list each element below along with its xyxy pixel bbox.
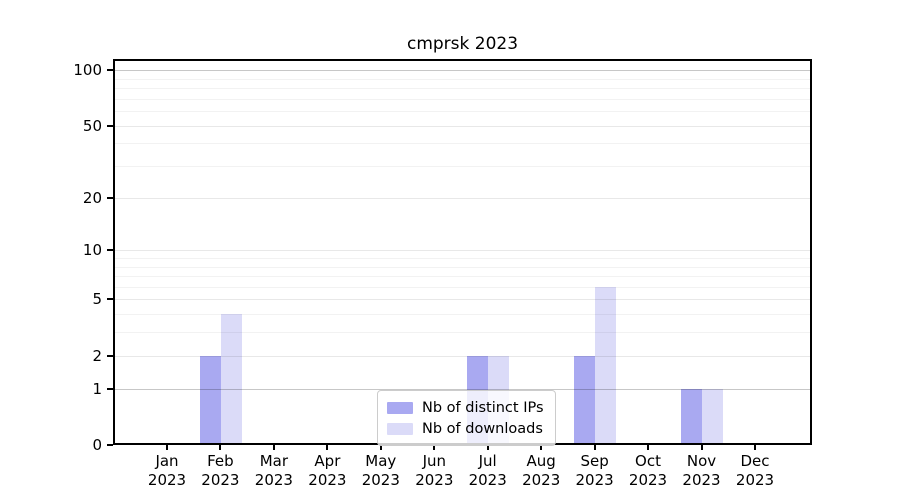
x-tick-mark-jan bbox=[166, 445, 168, 450]
x-tick-label-sep: Sep 2023 bbox=[567, 452, 623, 490]
gridline-y-20 bbox=[113, 197, 812, 199]
x-tick-month-dec: Dec bbox=[740, 452, 770, 470]
x-tick-year-feb: 2023 bbox=[201, 471, 240, 489]
minor-gridline-y-9 bbox=[113, 257, 812, 259]
x-tick-label-jul: Jul 2023 bbox=[460, 452, 516, 490]
x-tick-mark-oct bbox=[647, 445, 649, 450]
minor-gridline-y-7 bbox=[113, 276, 812, 277]
minor-gridline-y-90 bbox=[113, 78, 812, 80]
x-tick-label-jan: Jan 2023 bbox=[139, 452, 195, 490]
x-tick-year-may: 2023 bbox=[361, 471, 400, 489]
y-tick-mark-2 bbox=[107, 354, 113, 357]
y-tick-mark-0 bbox=[107, 444, 113, 446]
x-tick-label-oct: Oct 2023 bbox=[620, 452, 676, 490]
x-tick-year-jul: 2023 bbox=[468, 471, 507, 489]
y-tick-label-0: 0 bbox=[92, 436, 102, 454]
minor-gridline-y-8 bbox=[113, 266, 812, 268]
legend-swatch-downloads bbox=[387, 422, 413, 435]
x-tick-month-oct: Oct bbox=[635, 452, 661, 470]
gridline-y-50 bbox=[113, 125, 812, 127]
y-tick-mark-5 bbox=[107, 298, 113, 301]
y-tick-mark-10 bbox=[107, 249, 113, 252]
legend-item-downloads: Nb of downloads bbox=[387, 418, 544, 439]
x-tick-year-jan: 2023 bbox=[147, 471, 187, 489]
y-tick-mark-100 bbox=[107, 69, 113, 71]
legend-label-downloads: Nb of downloads bbox=[422, 420, 543, 437]
gridline-y-2 bbox=[113, 355, 812, 357]
x-tick-year-aug: 2023 bbox=[522, 471, 561, 489]
x-tick-month-nov: Nov bbox=[686, 452, 717, 470]
x-tick-month-jan: Jan bbox=[155, 452, 179, 470]
x-tick-year-jun: 2023 bbox=[415, 471, 454, 489]
x-tick-mark-dec bbox=[754, 445, 756, 450]
minor-gridline-y-70 bbox=[113, 98, 812, 100]
y-tick-label-20: 20 bbox=[82, 188, 102, 207]
gridline-y-1 bbox=[113, 388, 812, 390]
x-tick-label-apr: Apr 2023 bbox=[299, 452, 355, 490]
plot-area: Nb of distinct IPs Nb of downloads bbox=[113, 59, 812, 446]
x-tick-year-dec: 2023 bbox=[735, 471, 775, 489]
minor-gridline-y-30 bbox=[113, 166, 812, 167]
bar-distinct-ips-sep bbox=[573, 355, 595, 445]
minor-gridline-y-3 bbox=[113, 332, 812, 334]
y-tick-label-2: 2 bbox=[92, 346, 102, 365]
y-tick-label-5: 5 bbox=[92, 290, 102, 309]
x-tick-month-mar: Mar bbox=[259, 452, 289, 470]
x-tick-mark-aug bbox=[540, 445, 543, 450]
minor-gridline-y-80 bbox=[113, 87, 812, 89]
x-tick-month-sep: Sep bbox=[580, 452, 609, 470]
x-tick-mark-apr bbox=[326, 445, 329, 450]
x-tick-mark-feb bbox=[219, 445, 222, 450]
y-tick-mark-50 bbox=[107, 124, 113, 127]
minor-gridline-y-6 bbox=[113, 286, 812, 288]
minor-gridline-y-40 bbox=[113, 143, 812, 145]
x-tick-label-may: May 2023 bbox=[353, 452, 409, 490]
x-tick-label-feb: Feb 2023 bbox=[192, 452, 248, 490]
bar-downloads-feb bbox=[220, 314, 242, 445]
bar-downloads-nov bbox=[701, 388, 723, 445]
legend-swatch-distinct-ips bbox=[387, 401, 413, 414]
x-tick-mark-may bbox=[379, 445, 382, 450]
x-tick-label-nov: Nov 2023 bbox=[674, 452, 730, 490]
x-tick-label-aug: Aug 2023 bbox=[513, 452, 569, 490]
x-tick-mark-sep bbox=[593, 445, 596, 450]
x-tick-month-apr: Apr bbox=[314, 452, 341, 470]
minor-gridline-y-60 bbox=[113, 111, 812, 112]
gridline-y-5 bbox=[113, 299, 812, 301]
gridline-y-10 bbox=[113, 250, 812, 252]
gridline-y-100 bbox=[113, 70, 812, 71]
y-tick-label-1: 1 bbox=[92, 379, 102, 398]
chart-title: cmprsk 2023 bbox=[406, 34, 519, 54]
x-tick-month-jun: Jun bbox=[422, 452, 447, 470]
legend: Nb of distinct IPs Nb of downloads bbox=[377, 390, 556, 446]
y-tick-mark-1 bbox=[107, 387, 113, 390]
x-tick-mark-mar bbox=[272, 445, 275, 450]
x-tick-label-jun: Jun 2023 bbox=[406, 452, 462, 490]
x-tick-label-mar: Mar 2023 bbox=[246, 452, 302, 490]
bar-distinct-ips-feb bbox=[199, 355, 221, 445]
x-tick-year-mar: 2023 bbox=[254, 471, 293, 489]
y-tick-label-10: 10 bbox=[82, 241, 102, 260]
x-tick-month-aug: Aug bbox=[526, 452, 556, 470]
legend-item-distinct-ips: Nb of distinct IPs bbox=[387, 397, 544, 418]
x-tick-month-jul: Jul bbox=[478, 452, 497, 470]
x-tick-label-dec: Dec 2023 bbox=[727, 452, 783, 490]
x-tick-month-may: May bbox=[365, 452, 397, 470]
x-tick-mark-nov bbox=[700, 445, 703, 450]
x-tick-year-apr: 2023 bbox=[308, 471, 347, 489]
x-tick-mark-jun bbox=[433, 445, 436, 450]
x-tick-year-oct: 2023 bbox=[628, 471, 668, 489]
bar-downloads-sep bbox=[594, 286, 616, 445]
legend-label-distinct-ips: Nb of distinct IPs bbox=[422, 399, 544, 416]
bar-distinct-ips-nov bbox=[680, 388, 702, 445]
x-tick-year-nov: 2023 bbox=[682, 471, 721, 489]
y-tick-label-50: 50 bbox=[82, 116, 102, 135]
x-tick-year-sep: 2023 bbox=[575, 471, 614, 489]
y-tick-label-100: 100 bbox=[73, 61, 102, 79]
x-tick-mark-jul bbox=[486, 445, 489, 450]
minor-gridline-y-4 bbox=[113, 314, 812, 316]
x-tick-month-feb: Feb bbox=[207, 452, 234, 470]
y-tick-mark-20 bbox=[107, 196, 113, 199]
